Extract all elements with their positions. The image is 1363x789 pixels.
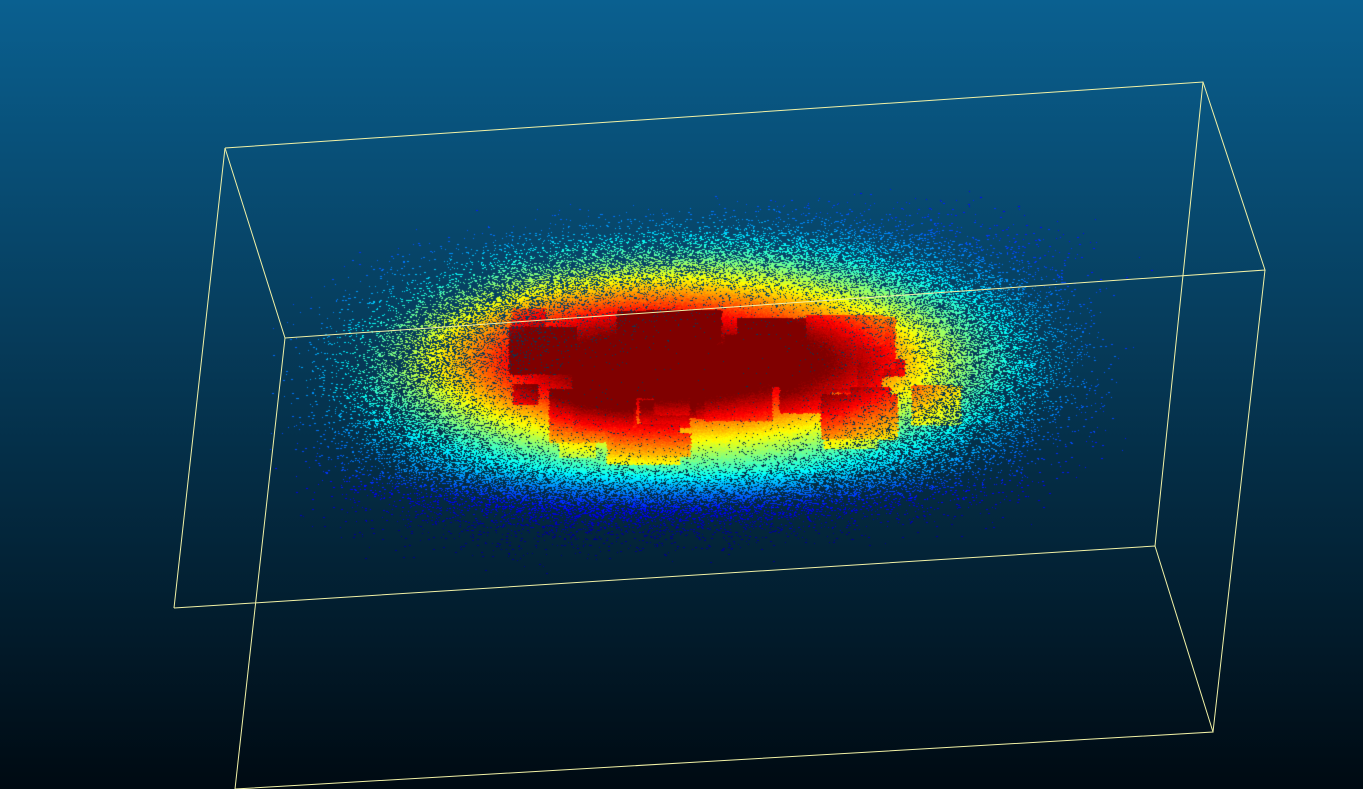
point-cloud-viewport[interactable] [0,0,1363,789]
point-cloud[interactable] [0,0,1363,789]
